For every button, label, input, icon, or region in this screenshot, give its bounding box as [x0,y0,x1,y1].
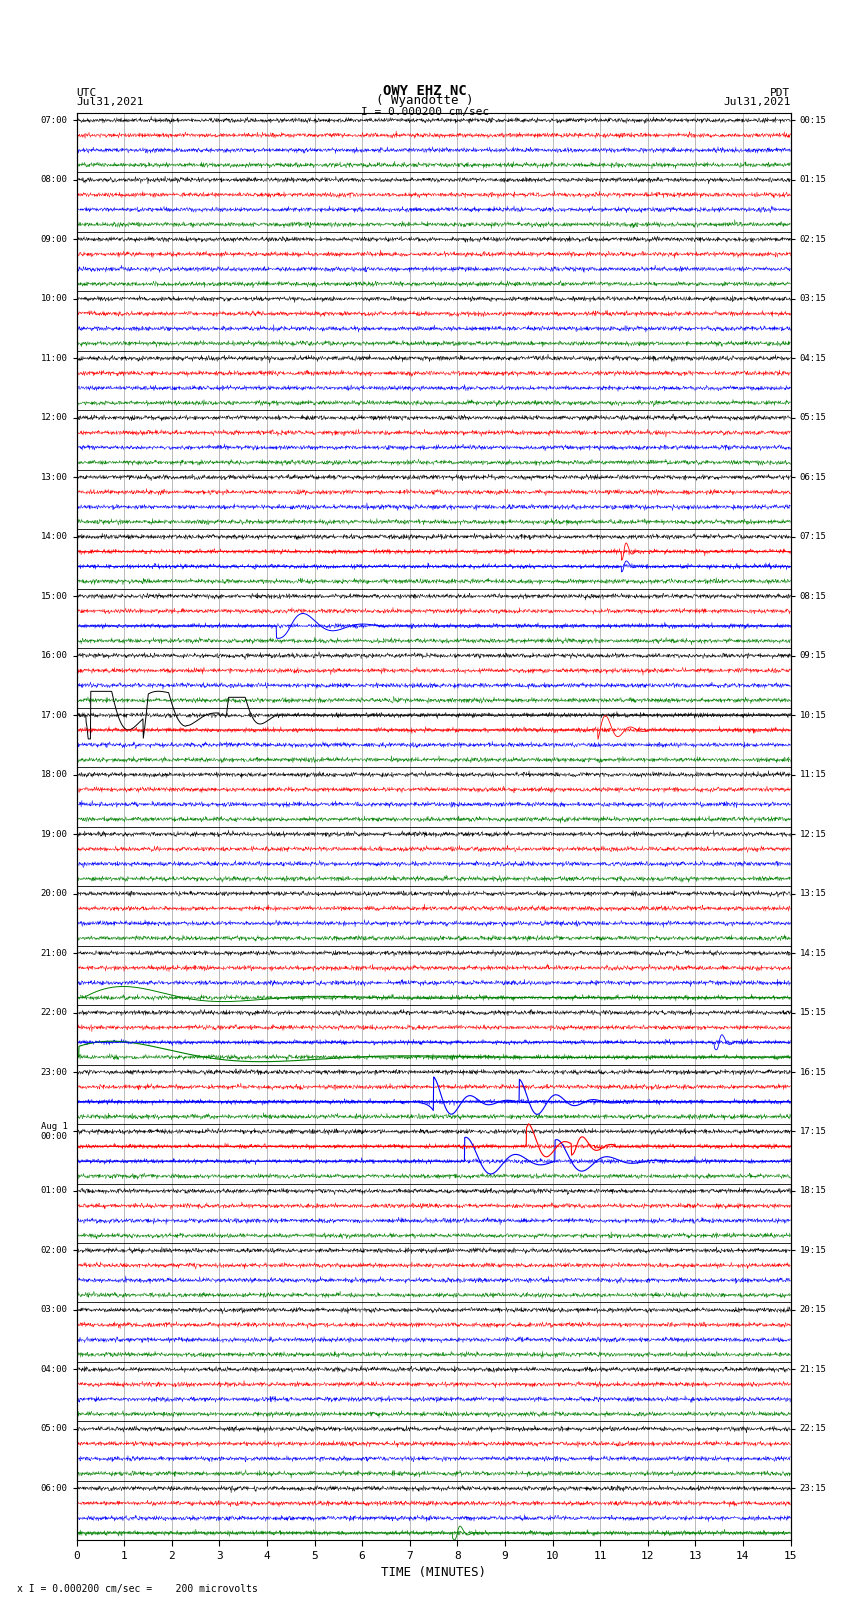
Text: I = 0.000200 cm/sec: I = 0.000200 cm/sec [361,106,489,118]
Text: x I = 0.000200 cm/sec =    200 microvolts: x I = 0.000200 cm/sec = 200 microvolts [17,1584,258,1594]
Text: Jul31,2021: Jul31,2021 [76,97,144,106]
Text: OWY EHZ NC: OWY EHZ NC [383,84,467,97]
Text: UTC: UTC [76,87,97,97]
X-axis label: TIME (MINUTES): TIME (MINUTES) [381,1566,486,1579]
Text: ( Wyandotte ): ( Wyandotte ) [377,94,473,106]
Text: PDT: PDT [770,87,790,97]
Text: Jul31,2021: Jul31,2021 [723,97,791,106]
